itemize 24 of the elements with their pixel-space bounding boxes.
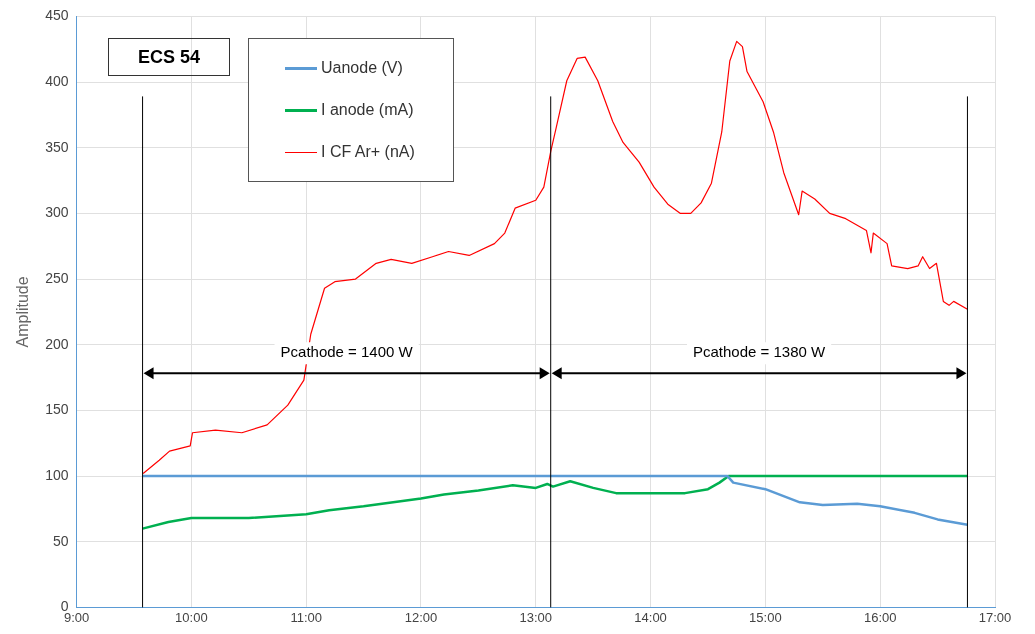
y-tick-label: 300 <box>45 204 69 221</box>
y-tick-label: 350 <box>45 138 69 155</box>
y-tick-label: 250 <box>45 269 69 286</box>
y-tick-label: 100 <box>45 466 69 483</box>
annotation: Pcathode = 1380 W <box>692 343 826 361</box>
x-tick-label: 10:00 <box>175 609 208 625</box>
legend-label: Uanode (V) <box>321 59 403 77</box>
x-tick-label: 11:00 <box>290 609 322 625</box>
y-tick-label: 450 <box>45 7 69 24</box>
y-axis-title: Amplitude <box>14 276 32 348</box>
legend-label: I anode (mA) <box>321 101 414 119</box>
x-tick-label: 12:00 <box>404 609 438 625</box>
y-tick-label: 150 <box>45 401 69 418</box>
x-tick-label: 13:00 <box>519 609 553 625</box>
annotation: Pcathode = 1400 W <box>280 343 414 361</box>
x-tick-label: 16:00 <box>863 609 897 625</box>
x-tick-label: 17:00 <box>978 609 1012 625</box>
annotation: ECS 54 <box>137 46 201 68</box>
x-tick-label: 14:00 <box>634 609 667 625</box>
y-tick-label: 50 <box>52 532 69 549</box>
x-tick-label: 15:00 <box>749 609 782 625</box>
legend-label: I CF Ar+ (nA) <box>321 143 415 161</box>
y-tick-label: 200 <box>45 335 69 352</box>
y-tick-label: 400 <box>45 72 69 89</box>
